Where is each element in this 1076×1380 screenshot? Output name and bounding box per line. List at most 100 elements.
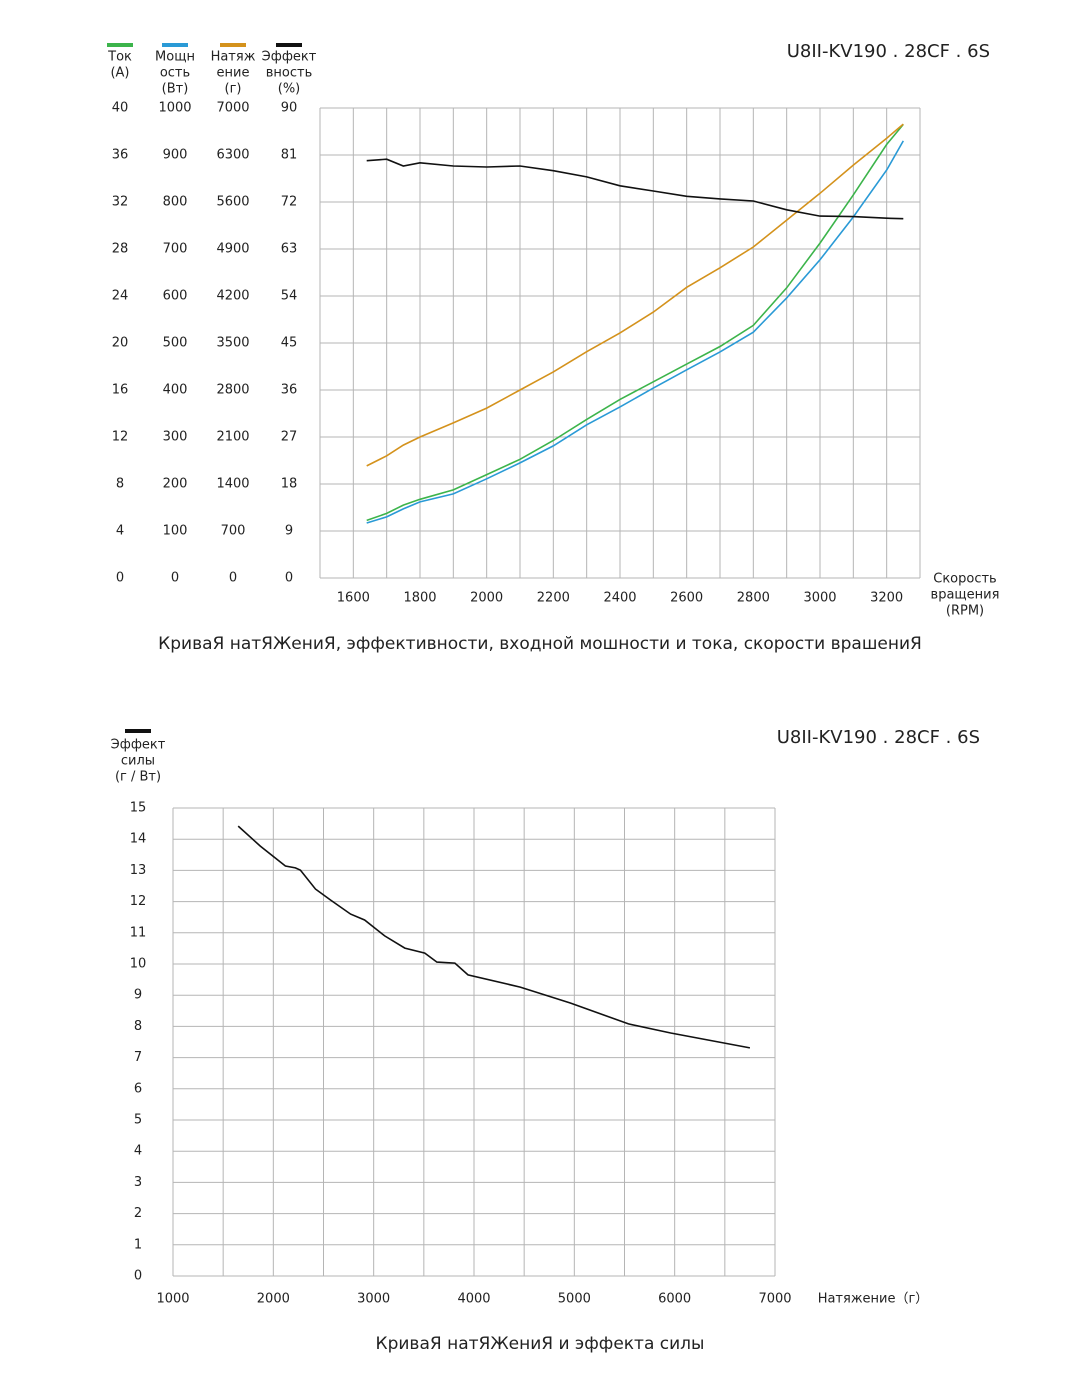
y-tick-label: 4 xyxy=(116,524,124,539)
x-tick-label: 2800 xyxy=(737,591,770,606)
x-tick-label: 1600 xyxy=(337,591,370,606)
x-axis-label: вращения xyxy=(931,588,1000,603)
y-tick-label: 28 xyxy=(112,242,129,257)
y-tick-label: 10 xyxy=(130,957,147,972)
y-tick-label: 200 xyxy=(163,477,188,492)
y-tick-label: 0 xyxy=(171,571,179,586)
y-tick-label: 0 xyxy=(285,571,293,586)
y-tick-label: 13 xyxy=(130,863,147,878)
legend-swatch xyxy=(125,729,151,733)
x-tick-label: 7000 xyxy=(758,1292,791,1307)
y-tick-label: 2 xyxy=(134,1206,142,1221)
y-tick-label: 81 xyxy=(281,148,298,163)
y-tick-label: 63 xyxy=(281,242,298,257)
y-tick-label: 72 xyxy=(281,195,298,210)
axis-label: (г) xyxy=(225,82,242,97)
x-tick-label: 3000 xyxy=(357,1292,390,1307)
x-tick-label: 2400 xyxy=(603,591,636,606)
axis-label: Эффект xyxy=(111,738,166,753)
y-tick-label: 54 xyxy=(281,289,298,304)
y-tick-label: 20 xyxy=(112,336,129,351)
y-tick-label: 3 xyxy=(134,1175,142,1190)
x-tick-label: 2600 xyxy=(670,591,703,606)
axis-label: ение xyxy=(217,66,250,81)
x-tick-label: 4000 xyxy=(457,1292,490,1307)
y-tick-label: 6300 xyxy=(216,148,249,163)
axis-label: Мощн xyxy=(155,50,195,65)
y-tick-label: 27 xyxy=(281,430,298,445)
y-tick-label: 45 xyxy=(281,336,298,351)
y-tick-label: 36 xyxy=(112,148,129,163)
y-tick-label: 36 xyxy=(281,383,298,398)
y-tick-label: 9 xyxy=(134,988,142,1003)
x-axis-label: Скорость xyxy=(933,572,996,587)
x-tick-label: 2000 xyxy=(470,591,503,606)
x-axis-label: (RPM) xyxy=(946,604,984,619)
axis-label: Ток xyxy=(107,50,132,65)
y-tick-label: 800 xyxy=(163,195,188,210)
series-line xyxy=(366,158,904,220)
y-tick-label: 1000 xyxy=(158,101,191,116)
axis-label: (г / Вт) xyxy=(115,770,161,785)
x-tick-label: 1000 xyxy=(156,1292,189,1307)
y-tick-label: 4900 xyxy=(216,242,249,257)
y-tick-label: 8 xyxy=(134,1019,142,1034)
legend-swatch xyxy=(162,43,188,47)
y-tick-label: 15 xyxy=(130,801,147,816)
y-tick-label: 100 xyxy=(163,524,188,539)
y-tick-label: 12 xyxy=(130,894,147,909)
axis-label: силы xyxy=(121,754,155,769)
axis-label: ость xyxy=(160,66,190,81)
y-tick-label: 500 xyxy=(163,336,188,351)
legend-swatch xyxy=(276,43,302,47)
x-tick-label: 3200 xyxy=(870,591,903,606)
series-line xyxy=(366,140,904,524)
y-tick-label: 12 xyxy=(112,430,129,445)
y-tick-label: 9 xyxy=(285,524,293,539)
y-tick-label: 7000 xyxy=(216,101,249,116)
y-tick-label: 32 xyxy=(112,195,129,210)
y-tick-label: 700 xyxy=(163,242,188,257)
y-tick-label: 3500 xyxy=(216,336,249,351)
y-tick-label: 14 xyxy=(130,832,147,847)
y-tick-label: 18 xyxy=(281,477,298,492)
y-tick-label: 6 xyxy=(134,1081,142,1096)
legend-swatch xyxy=(107,43,133,47)
y-tick-label: 600 xyxy=(163,289,188,304)
axis-label: (A) xyxy=(110,66,129,81)
x-tick-label: 2000 xyxy=(257,1292,290,1307)
chart-title: КриваЯ натЯЖениЯ и эффекта силы xyxy=(376,1334,705,1354)
series-line xyxy=(237,825,751,1049)
series-line xyxy=(366,123,904,522)
x-tick-label: 5000 xyxy=(558,1292,591,1307)
y-tick-label: 5600 xyxy=(216,195,249,210)
y-tick-label: 700 xyxy=(221,524,246,539)
chart-title: КриваЯ натЯЖениЯ, эффективности, входной… xyxy=(158,634,922,654)
y-tick-label: 1400 xyxy=(216,477,249,492)
y-tick-label: 8 xyxy=(116,477,124,492)
axis-label: (Вт) xyxy=(162,82,189,97)
x-axis-label: Натяжение（г） xyxy=(818,1292,929,1307)
y-tick-label: 400 xyxy=(163,383,188,398)
y-tick-label: 24 xyxy=(112,289,129,304)
x-tick-label: 6000 xyxy=(658,1292,691,1307)
axis-label: Эффект xyxy=(262,50,317,65)
y-tick-label: 40 xyxy=(112,101,129,116)
model-label: U8II-KV190 . 28CF . 6S xyxy=(787,41,990,62)
y-tick-label: 0 xyxy=(134,1269,142,1284)
y-tick-label: 90 xyxy=(281,101,298,116)
y-tick-label: 0 xyxy=(229,571,237,586)
y-tick-label: 2800 xyxy=(216,383,249,398)
y-tick-label: 0 xyxy=(116,571,124,586)
model-label: U8II-KV190 . 28CF . 6S xyxy=(777,727,980,748)
axis-label: Натяж xyxy=(211,50,256,65)
y-tick-label: 900 xyxy=(163,148,188,163)
y-tick-label: 2100 xyxy=(216,430,249,445)
x-tick-label: 3000 xyxy=(803,591,836,606)
y-tick-label: 16 xyxy=(112,383,129,398)
y-tick-label: 300 xyxy=(163,430,188,445)
series-line xyxy=(366,123,904,467)
legend-swatch xyxy=(220,43,246,47)
x-tick-label: 1800 xyxy=(403,591,436,606)
